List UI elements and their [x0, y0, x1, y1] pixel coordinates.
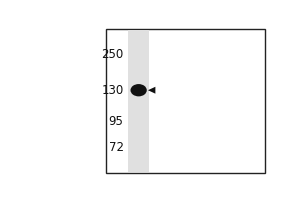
Bar — [106, 29, 266, 173]
Text: 95: 95 — [109, 115, 124, 128]
Text: 130: 130 — [101, 84, 124, 97]
Bar — [128, 30, 149, 172]
Text: 250: 250 — [101, 48, 124, 61]
Ellipse shape — [130, 84, 147, 96]
Text: 72: 72 — [109, 141, 124, 154]
Polygon shape — [148, 87, 155, 94]
